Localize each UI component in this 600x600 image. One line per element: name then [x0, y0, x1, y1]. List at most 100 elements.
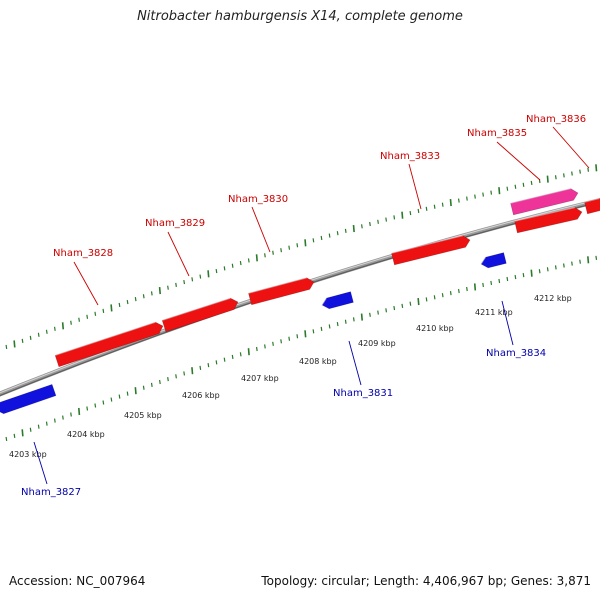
outer-tick	[554, 175, 557, 180]
outer-tick	[466, 196, 468, 201]
inner-tick	[223, 357, 226, 362]
outer-tick	[280, 248, 282, 253]
outer-tick	[78, 317, 80, 322]
gene-leader-nham_3835	[496, 141, 541, 181]
inner-tick	[102, 400, 105, 405]
backbone-highlight	[0, 198, 600, 394]
outer-tick	[102, 308, 105, 313]
inner-tick	[498, 278, 501, 284]
gene-arrow-nham_3833-shine	[391, 235, 463, 254]
inner-tick	[150, 382, 153, 387]
inner-tick	[328, 324, 331, 329]
gene-label-nham_3830: Nham_3830	[228, 194, 288, 205]
gene-label-nham_3829: Nham_3829	[145, 218, 205, 229]
outer-tick	[264, 253, 266, 258]
gene-leader-nham_3834	[501, 300, 514, 346]
outer-tick	[433, 204, 436, 209]
inner-tick	[563, 263, 565, 268]
outer-tick	[320, 235, 323, 241]
gene-arrow-nham_3834-shine	[480, 256, 486, 265]
inner-tick	[506, 276, 509, 282]
outer-tick	[255, 254, 258, 262]
outer-tick	[110, 304, 113, 312]
inner-tick	[312, 329, 315, 334]
outer-tick	[134, 297, 137, 302]
inner-tick	[320, 326, 323, 331]
outer-tick	[425, 206, 428, 211]
outer-tick	[191, 277, 194, 282]
inner-tick	[78, 407, 81, 416]
inner-tick	[255, 346, 258, 352]
inner-tick	[280, 339, 282, 344]
kbp-tick-label: 4204 kbp	[67, 430, 105, 439]
outer-tick	[506, 186, 509, 191]
inner-tick	[369, 312, 371, 317]
outer-tick	[514, 184, 517, 189]
inner-tick	[118, 394, 121, 399]
inner-tick	[5, 436, 8, 442]
inner-tick	[409, 301, 412, 306]
inner-tick	[473, 283, 477, 291]
inner-tick	[94, 403, 97, 408]
inner-tick	[70, 412, 72, 417]
inner-tick	[554, 265, 557, 270]
outer-tick	[522, 182, 525, 187]
inner-tick	[571, 261, 573, 266]
outer-tick	[336, 231, 339, 236]
gene-leader-nham_3833	[408, 163, 422, 210]
gene-arrow-nham_3831	[321, 291, 354, 310]
inner-tick	[433, 295, 436, 300]
outer-tick	[296, 243, 299, 248]
outer-tick	[5, 344, 8, 350]
inner-tick	[482, 282, 484, 288]
outer-tick	[158, 286, 161, 295]
inner-tick	[29, 427, 32, 432]
gene-arrow-nham_3827	[0, 383, 57, 415]
inner-tick	[377, 310, 379, 315]
outer-tick	[579, 169, 581, 174]
kbp-tick-label: 4205 kbp	[124, 411, 162, 420]
inner-tick	[425, 297, 428, 302]
gene-leader-nham_3831	[348, 340, 362, 386]
outer-tick	[13, 340, 16, 348]
outer-tick	[223, 266, 226, 271]
inner-tick	[393, 305, 396, 311]
kbp-tick-label: 4209 kbp	[358, 339, 396, 348]
outer-tick	[393, 215, 396, 220]
gene-arrow-nham_3831-shine	[321, 297, 327, 306]
inner-tick	[288, 336, 291, 341]
inner-tick	[336, 321, 339, 327]
gene-leader-nham_3830	[251, 206, 271, 253]
outer-tick	[86, 314, 89, 319]
gene-label-nham_3834: Nham_3834	[486, 348, 546, 359]
gene-label-nham_3831: Nham_3831	[333, 388, 393, 399]
outer-tick	[449, 199, 452, 207]
gene-label-nham_3835: Nham_3835	[467, 128, 527, 139]
outer-tick	[29, 335, 32, 340]
inner-tick	[62, 415, 64, 420]
outer-tick	[563, 173, 565, 178]
inner-tick	[401, 303, 404, 308]
outer-tick	[288, 245, 291, 250]
outer-tick	[118, 302, 121, 308]
inner-tick	[53, 418, 56, 423]
inner-tick	[417, 297, 420, 306]
inner-tick	[538, 269, 541, 274]
outer-tick	[498, 187, 501, 195]
gene-leader-nham_3828	[73, 261, 99, 306]
inner-tick	[86, 406, 89, 411]
gene-label-nham_3836: Nham_3836	[526, 114, 586, 125]
kbp-tick-label: 4208 kbp	[299, 357, 337, 366]
inner-tick	[441, 293, 444, 298]
outer-tick	[530, 180, 533, 186]
gene-arrow-nham_3835	[510, 188, 579, 216]
kbp-tick-label: 4211 kbp	[475, 308, 513, 317]
outer-tick	[167, 285, 169, 290]
inner-tick	[385, 308, 388, 313]
outer-tick	[21, 338, 24, 343]
inner-tick	[45, 421, 48, 426]
outer-tick	[401, 211, 404, 219]
outer-tick	[215, 269, 218, 274]
outer-tick	[126, 299, 129, 305]
